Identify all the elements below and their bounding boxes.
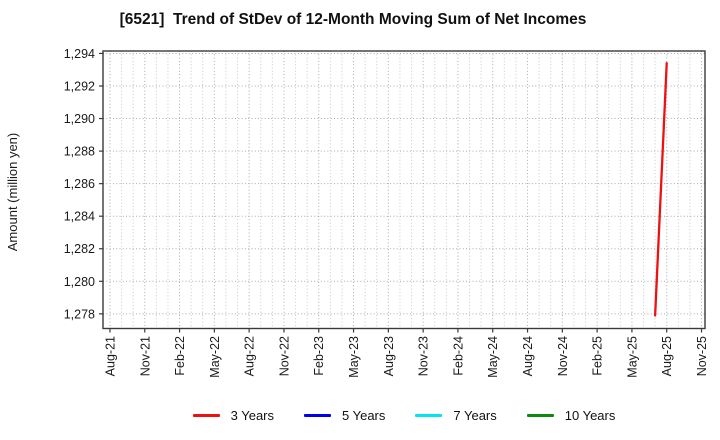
x-tick-label: Aug-21 (103, 336, 117, 376)
x-tick-label: May-24 (486, 336, 500, 378)
x-tick-label: Nov-21 (138, 336, 152, 376)
plot-frame (102, 50, 706, 330)
legend-item-7-years: 7 Years (415, 407, 497, 423)
vertical-gridlines (109, 51, 703, 329)
x-tick-label: Nov-24 (556, 336, 570, 376)
x-tick-label: Aug-25 (660, 336, 674, 376)
x-tick-label: Nov-25 (695, 336, 709, 376)
x-tick-label: Feb-25 (591, 336, 605, 376)
y-tick-label: 1,292 (64, 79, 95, 93)
x-tick-label: May-22 (208, 336, 222, 378)
y-tick-label: 1,286 (64, 177, 95, 191)
legend-item-10-years: 10 Years (526, 407, 616, 423)
series-line-3-years (653, 62, 668, 317)
plot-border (102, 50, 706, 330)
legend-label-3-years: 3 Years (230, 407, 274, 423)
y-tick-label: 1,282 (64, 242, 95, 256)
y-axis-ticks: 1,278 1,280 1,282 1,284 1,286 1,288 1,290 1,292… (64, 47, 103, 321)
x-tick-label: Feb-24 (451, 336, 465, 376)
legend: 3 Years 5 Years 7 Years 10 Years (103, 405, 705, 425)
x-tick-label: Feb-22 (173, 336, 187, 376)
y-tick-label: 1,278 (64, 307, 95, 321)
x-tick-label: Nov-22 (277, 336, 291, 376)
x-tick-label: Nov-23 (417, 336, 431, 376)
legend-label-10-years: 10 Years (564, 407, 616, 423)
y-tick-label: 1,284 (64, 210, 95, 224)
x-tick-label: May-25 (625, 336, 639, 378)
legend-swatch-10-years (526, 413, 554, 417)
y-tick-label: 1,294 (64, 47, 95, 61)
y-axis-label: Amount (million yen) (5, 133, 20, 252)
horizontal-gridlines (103, 52, 705, 315)
legend-swatch-5-years (304, 413, 331, 417)
legend-label-7-years: 7 Years (453, 407, 497, 423)
y-tick-label: 1,290 (64, 112, 95, 126)
x-tick-label: Aug-22 (243, 336, 257, 376)
legend-swatch-3-years (192, 413, 220, 417)
legend-label-5-years: 5 Years (342, 407, 386, 423)
data-series (653, 62, 668, 317)
legend-swatch-7-years (415, 413, 443, 417)
legend-item-5-years: 5 Years (304, 409, 385, 422)
x-tick-label: May-23 (347, 336, 361, 378)
x-tick-label: Aug-23 (382, 336, 396, 376)
y-tick-label: 1,288 (64, 145, 95, 159)
y-tick-label: 1,280 (64, 275, 95, 289)
x-tick-label: Feb-23 (312, 336, 326, 376)
chart-title: [6521] Trend of StDev of 12-Month Moving… (119, 11, 587, 28)
legend-item-3-years: 3 Years (192, 407, 274, 423)
x-axis-ticks: Aug-21 Nov-21 Feb-22 May-22 Aug-22 Nov-22 Feb-… (103, 328, 709, 378)
x-tick-label: Aug-24 (521, 336, 535, 376)
